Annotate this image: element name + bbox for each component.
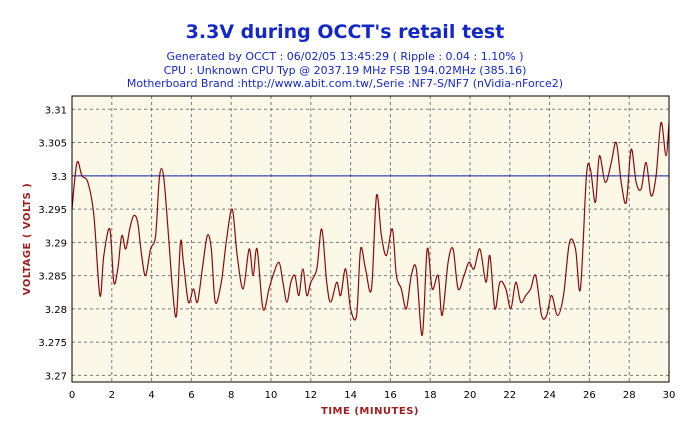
chart-title: 3.3V during OCCT's retail test	[186, 21, 505, 43]
x-tick-label: 2	[109, 390, 115, 401]
x-tick-label: 24	[543, 390, 556, 401]
y-tick-label: 3.29	[45, 238, 67, 249]
x-tick-label: 4	[148, 390, 154, 401]
y-tick-label: 3.285	[38, 272, 67, 283]
x-tick-label: 22	[503, 390, 516, 401]
plot-frame	[71, 95, 670, 383]
y-tick-label: 3.275	[38, 338, 67, 349]
series-group	[71, 121, 670, 337]
x-tick-labels: 0 2 4 6 8 10 12 14 16 18 20 22 24 26 28 30	[69, 390, 676, 401]
x-tick-label: 8	[228, 390, 234, 401]
chart-subtitle-generated: Generated by OCCT : 06/02/05 13:45:29 ( …	[167, 50, 524, 63]
plot-area	[72, 96, 669, 382]
x-tick-label: 14	[344, 390, 357, 401]
y-tick-label: 3.3	[51, 172, 67, 183]
voltage-series-line	[71, 121, 670, 337]
y-tick-labels: 3.27 3.275 3.28 3.285 3.29 3.295 3.3 3.305 3.31	[38, 105, 67, 382]
y-tick-label: 3.305	[38, 139, 67, 150]
y-tick-label: 3.27	[45, 371, 67, 382]
x-tick-label: 20	[464, 390, 477, 401]
y-tick-label: 3.31	[45, 105, 67, 116]
x-tick-label: 0	[69, 390, 75, 401]
x-tick-label: 12	[304, 390, 317, 401]
chart-subtitle-cpu: CPU : Unknown CPU Typ @ 2037.19 MHz FSB …	[164, 64, 527, 77]
y-tick-label: 3.295	[38, 205, 67, 216]
x-tick-label: 6	[188, 390, 194, 401]
x-tick-label: 30	[663, 390, 676, 401]
y-tick-label: 3.28	[45, 305, 67, 316]
chart-subtitle-motherboard: Motherboard Brand :http://www.abit.com.t…	[127, 77, 563, 90]
x-tick-label: 16	[384, 390, 397, 401]
y-axis-label: VOLTAGE ( VOLTS )	[22, 183, 33, 296]
x-tick-label: 28	[623, 390, 636, 401]
x-tick-label: 18	[424, 390, 437, 401]
x-axis-label: TIME (MINUTES)	[321, 406, 419, 417]
x-tick-label: 10	[265, 390, 278, 401]
x-tick-label: 26	[583, 390, 596, 401]
